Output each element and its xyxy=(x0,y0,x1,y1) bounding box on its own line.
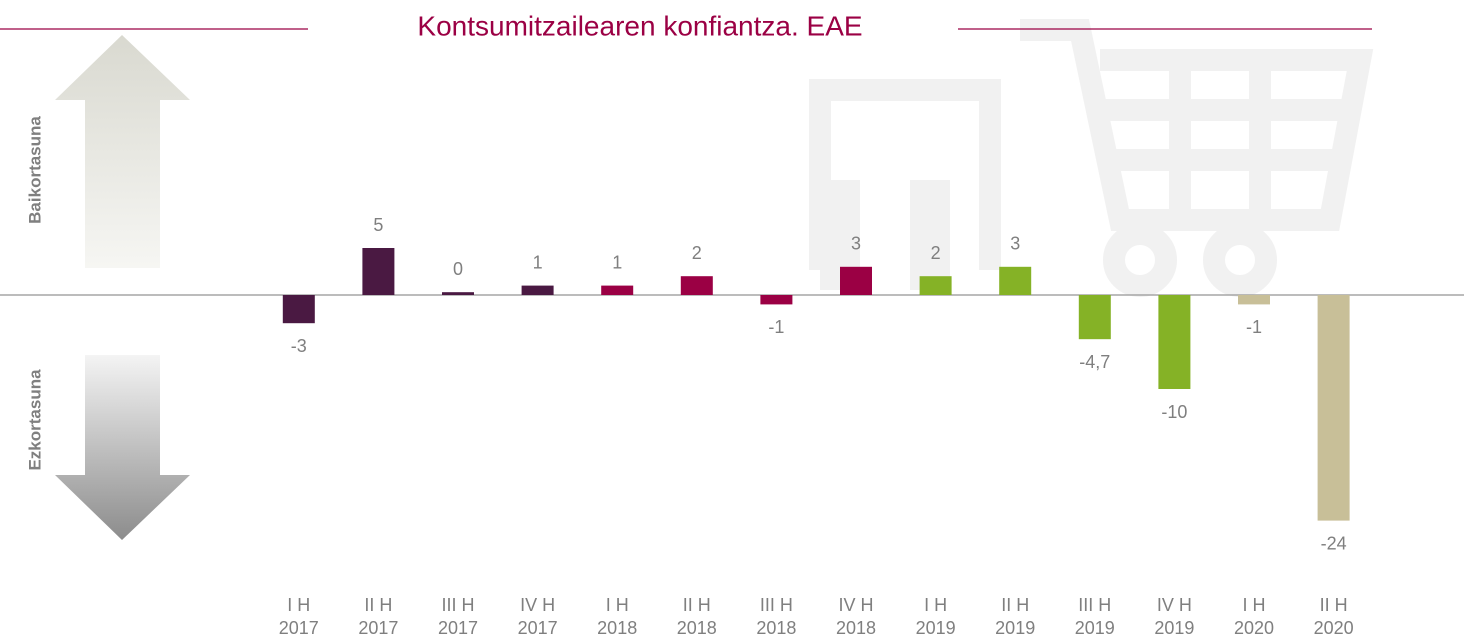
x-tick-label: II H xyxy=(683,595,711,615)
x-tick-label: 2017 xyxy=(358,618,398,638)
data-label: -4,7 xyxy=(1079,352,1110,372)
x-tick-label: II H xyxy=(1320,595,1348,615)
x-tick-label: III H xyxy=(1078,595,1111,615)
x-tick-label: 2018 xyxy=(756,618,796,638)
x-tick-label: IV H xyxy=(1157,595,1192,615)
x-tick-label: 2019 xyxy=(1075,618,1115,638)
x-tick-label: IV H xyxy=(520,595,555,615)
bar xyxy=(442,292,474,295)
data-label: 5 xyxy=(373,215,383,235)
bar xyxy=(1238,295,1270,305)
x-tick-label: III H xyxy=(441,595,474,615)
data-label: 0 xyxy=(453,259,463,279)
data-label: -24 xyxy=(1321,533,1347,553)
x-tick-label: I H xyxy=(606,595,629,615)
x-tick-label: 2017 xyxy=(438,618,478,638)
x-tick-label: II H xyxy=(1001,595,1029,615)
bar xyxy=(601,285,634,295)
data-label: 2 xyxy=(692,243,702,263)
bar xyxy=(1078,295,1111,340)
x-tick-label: 2018 xyxy=(836,618,876,638)
data-label: -1 xyxy=(768,317,784,337)
data-label: 1 xyxy=(533,252,543,272)
up-arrow xyxy=(55,35,190,268)
bar xyxy=(1317,295,1350,521)
down-arrow xyxy=(55,355,190,540)
data-label: 3 xyxy=(1010,234,1020,254)
bar xyxy=(999,266,1032,295)
chart-title: Kontsumitzailearen konfiantza. EAE xyxy=(417,10,862,41)
data-label: -3 xyxy=(291,336,307,356)
x-tick-label: I H xyxy=(924,595,947,615)
bar xyxy=(760,295,793,305)
x-tick-label: IV H xyxy=(838,595,873,615)
bar xyxy=(1158,295,1191,389)
bar xyxy=(521,285,554,295)
x-tick-label: 2018 xyxy=(597,618,637,638)
x-tick-label: I H xyxy=(287,595,310,615)
data-label: -1 xyxy=(1246,317,1262,337)
bar xyxy=(362,248,395,295)
x-tick-label: II H xyxy=(364,595,392,615)
x-tick-label: 2019 xyxy=(916,618,956,638)
x-tick-label: 2018 xyxy=(677,618,717,638)
x-tick-label: 2020 xyxy=(1314,618,1354,638)
bar xyxy=(282,295,315,324)
bar xyxy=(840,266,872,295)
x-tick-label: 2020 xyxy=(1234,618,1274,638)
background-icon xyxy=(809,19,1374,297)
data-label: 1 xyxy=(612,252,622,272)
x-tick-label: 2017 xyxy=(279,618,319,638)
data-label: 3 xyxy=(851,234,861,254)
x-tick-label: 2017 xyxy=(518,618,558,638)
x-tick-label: I H xyxy=(1242,595,1265,615)
negative-label: Ezkortasuna xyxy=(25,369,44,471)
positive-label: Baikortasuna xyxy=(25,116,44,224)
bar xyxy=(919,276,952,295)
data-label: 2 xyxy=(931,243,941,263)
bar xyxy=(680,276,713,295)
data-label: -10 xyxy=(1161,402,1187,422)
x-tick-label: III H xyxy=(760,595,793,615)
x-tick-label: 2019 xyxy=(1154,618,1194,638)
x-tick-label: 2019 xyxy=(995,618,1035,638)
